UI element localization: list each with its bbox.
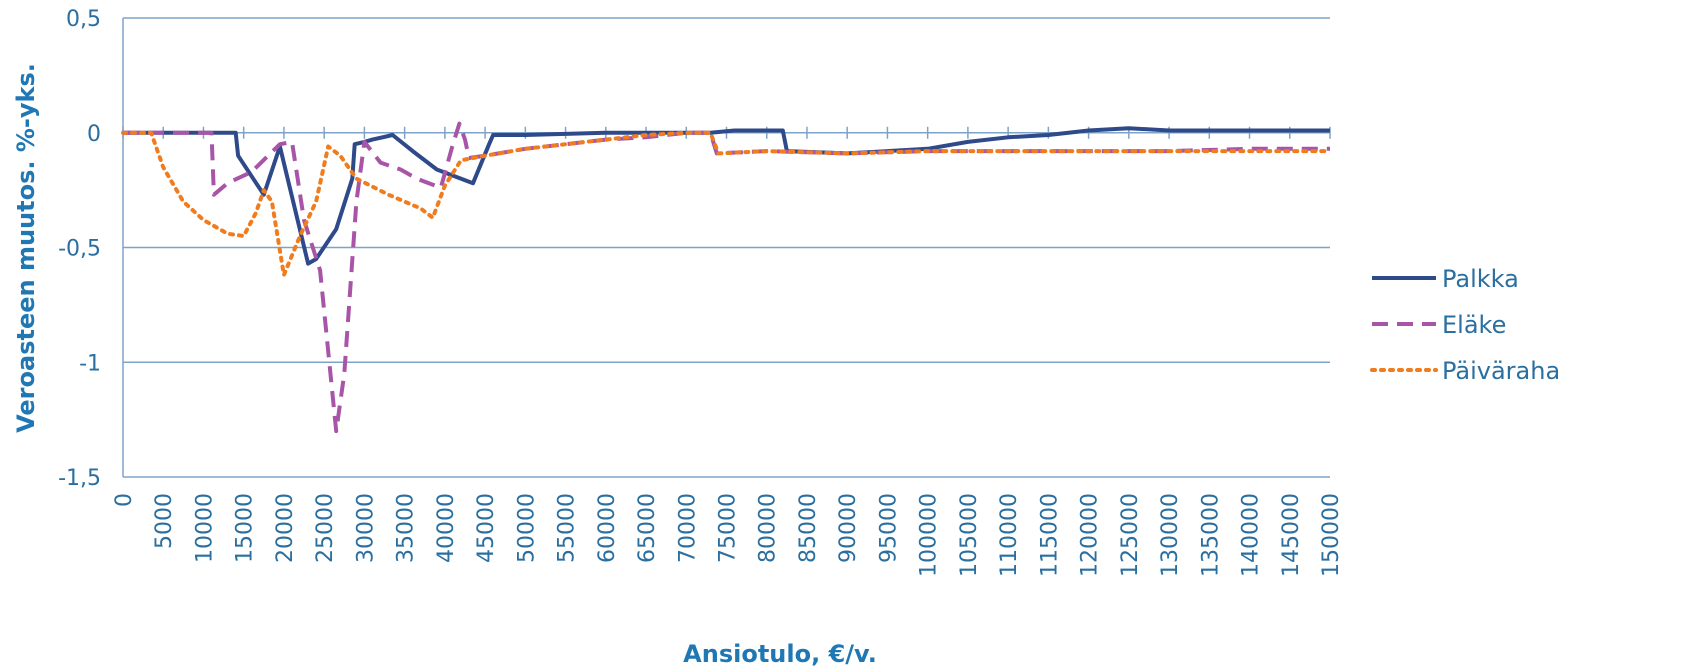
series-line-1 [123,121,1330,434]
x-tick-label: 105000 [957,493,982,577]
x-tick-label: 75000 [716,493,741,563]
x-tick-label: 5000 [152,493,177,549]
x-axis: 0 5000 10000 15000 20000 25000 30000 35000 40000… [112,126,1344,577]
x-axis-title: Ansiotulo, €/v. [683,640,877,668]
y-tick-label: -1,5 [58,466,101,491]
series-line-0 [123,126,1330,266]
x-tick-label: 70000 [675,493,700,563]
x-tick-label: 115000 [1037,493,1062,577]
x-tick-label: 15000 [233,493,258,563]
legend-label-0: Palkka [1442,265,1519,293]
x-tick-label: 55000 [555,493,580,563]
x-tick-label: 45000 [474,493,499,563]
x-tick-label: 0 [112,493,137,507]
x-tick-label: 60000 [595,493,620,563]
x-tick-label: 150000 [1319,493,1344,577]
x-tick-label: 130000 [1158,493,1183,577]
x-tick-label: 135000 [1198,493,1223,577]
series-lines [121,121,1332,434]
x-tick-label: 140000 [1239,493,1264,577]
x-tick-label: 120000 [1078,493,1103,577]
x-tick-label: 90000 [836,493,861,563]
y-tick-label: -0,5 [58,237,101,262]
x-tick-label: 40000 [434,493,459,563]
x-tick-label: 20000 [273,493,298,563]
legend: Palkka Eläke Päiväraha [1370,265,1560,385]
x-tick-label: 65000 [635,493,660,563]
x-tick-label: 35000 [394,493,419,563]
x-tick-label: 25000 [313,493,338,563]
x-tick-label: 125000 [1118,493,1143,577]
legend-label-2: Päiväraha [1442,357,1560,385]
x-tick-label: 50000 [514,493,539,563]
x-tick-label: 100000 [917,493,942,577]
x-tick-label: 85000 [796,493,821,563]
x-tick-label: 30000 [353,493,378,563]
series-line-2 [121,130,1332,277]
x-tick-label: 10000 [192,493,217,563]
x-tick-label: 110000 [997,493,1022,577]
x-tick-label: 95000 [876,493,901,563]
y-tick-label: 0 [87,122,101,147]
x-tick-label: 145000 [1279,493,1304,577]
y-axis-title: Veroasteen muutos. %-yks. [12,63,40,433]
y-tick-label: 0,5 [66,7,101,32]
x-tick-label: 80000 [756,493,781,563]
legend-label-1: Eläke [1442,311,1506,339]
y-axis: 0,5 0 -0,5 -1 -1,5 [58,7,124,491]
y-tick-label: -1 [79,351,101,376]
